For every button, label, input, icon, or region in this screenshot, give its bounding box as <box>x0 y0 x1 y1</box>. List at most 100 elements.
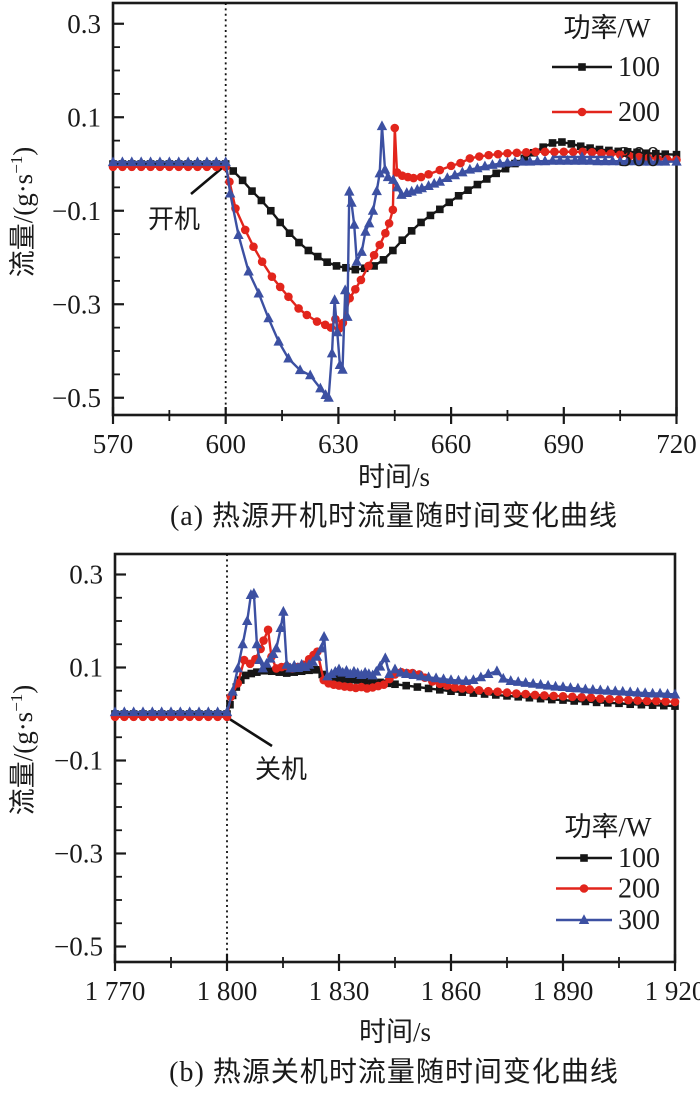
series-300w-marker <box>237 638 248 649</box>
series-300w-marker <box>263 312 274 323</box>
series-100w-marker <box>237 676 245 684</box>
series-300w-marker <box>460 675 472 685</box>
series-300w-marker <box>182 156 194 167</box>
series-100w-marker <box>652 149 660 158</box>
legend-label-300: 300 <box>618 142 660 173</box>
series-200w-marker <box>384 219 394 228</box>
series-200w-marker <box>249 242 258 252</box>
series-300w-marker <box>599 155 611 166</box>
series-100w-marker <box>525 693 534 702</box>
panel-a-caption: (a) 热源开机时流量随时间变化曲线 <box>169 501 619 532</box>
series-300w-marker <box>371 185 382 196</box>
series-100w-marker <box>482 175 491 183</box>
series-200w-marker <box>424 169 433 179</box>
series-300w-marker <box>307 656 319 666</box>
series-100w-marker <box>238 176 247 185</box>
series-300w-marker <box>445 674 457 685</box>
y-tick-label: −0.3 <box>54 839 103 869</box>
y-tick-label: −0.5 <box>52 383 101 413</box>
series-200w-marker <box>474 685 484 695</box>
series-200w-marker <box>605 694 614 704</box>
series-200w-marker <box>446 161 456 171</box>
x-tick-label: 1 770 <box>85 976 146 1006</box>
series-100w-marker <box>247 669 256 678</box>
series-300w-marker <box>491 665 503 676</box>
series-100w-marker <box>424 684 433 693</box>
series-200w-marker <box>540 147 550 157</box>
series-200w-marker <box>409 173 418 183</box>
series-300w-marker <box>557 681 569 692</box>
series-100w-marker <box>229 167 238 175</box>
series-300w-marker <box>464 163 476 174</box>
series-200w-marker <box>624 695 633 705</box>
series-300w-marker <box>629 155 641 166</box>
series-300w-marker <box>109 706 121 717</box>
series-100w-marker <box>567 140 576 148</box>
series-200w-marker <box>465 154 475 163</box>
series-300w-marker <box>487 159 498 169</box>
series-300w-marker <box>502 156 513 167</box>
series-100w-marker <box>492 169 500 178</box>
series-300w-marker <box>344 185 355 196</box>
series-200w-marker <box>530 690 540 700</box>
series-200w-marker <box>587 148 597 157</box>
x-axis-label: 时间/s <box>358 462 430 492</box>
series-300w-marker <box>602 684 613 695</box>
series-100w-marker <box>346 675 354 684</box>
series-300w-marker <box>669 688 681 699</box>
series-300w-marker <box>645 155 656 166</box>
plot-frame <box>113 552 677 964</box>
series-200w-marker <box>596 694 605 703</box>
series-300w-marker <box>535 678 546 689</box>
series-300w-marker <box>311 651 323 661</box>
series-300w-marker <box>647 687 658 698</box>
series-300w-marker <box>610 685 621 696</box>
series-100w-marker <box>379 256 388 264</box>
series-300w-marker <box>384 668 395 679</box>
series-100w-marker <box>331 674 340 683</box>
legend-marker-300 <box>576 151 588 161</box>
series-300w-marker <box>580 683 591 694</box>
x-tick-label: 1 860 <box>421 976 482 1006</box>
series-300w-marker <box>253 287 264 298</box>
series-300w-marker <box>364 217 375 228</box>
series-200w-marker <box>484 686 493 696</box>
series-300w-marker <box>639 687 651 698</box>
series-300w-marker <box>154 156 166 167</box>
series-100w-marker <box>464 186 472 194</box>
series-300w-marker <box>607 155 618 166</box>
series-300w-marker <box>479 160 491 171</box>
series-300w-marker <box>423 671 434 682</box>
series-100w-marker <box>413 683 422 691</box>
series-300w-marker <box>505 675 516 685</box>
series-100w-marker <box>633 148 641 157</box>
series-100w-marker <box>368 678 377 686</box>
series-100w-marker <box>637 700 646 709</box>
series-300w-marker <box>625 686 636 697</box>
series-100w-marker <box>360 264 369 273</box>
series-200w-marker <box>381 228 390 238</box>
series-300w-marker <box>415 670 427 681</box>
series-300w-marker <box>468 674 479 685</box>
series-300w-marker <box>595 684 606 695</box>
series-300w-marker <box>225 187 236 198</box>
series-300w-marker <box>614 155 626 166</box>
series-300w-marker <box>374 167 385 178</box>
series-200w-marker <box>416 172 426 182</box>
y-tick-label: 0.3 <box>69 560 103 590</box>
series-300w-marker <box>542 679 554 690</box>
series-300w-marker <box>539 155 551 166</box>
series-200w-marker <box>364 261 373 271</box>
series-100w-marker <box>276 218 284 227</box>
series-300w-marker <box>565 682 576 692</box>
series-200w-marker <box>503 148 512 158</box>
series-100w-marker <box>370 262 378 270</box>
series-200w-marker <box>388 205 398 215</box>
panel-a-chart: 0.3 0.1 −0.1 −0.3 −0.5 570 600 630 660 690 720 时间/s… <box>7 1 697 492</box>
series-200w-marker <box>531 147 540 157</box>
series-300w-marker <box>371 665 382 676</box>
x-tick-label: 690 <box>544 429 585 459</box>
series-300w-marker <box>201 156 213 167</box>
series-300w-marker <box>457 166 468 177</box>
legend-title: 功率/W <box>565 812 653 842</box>
